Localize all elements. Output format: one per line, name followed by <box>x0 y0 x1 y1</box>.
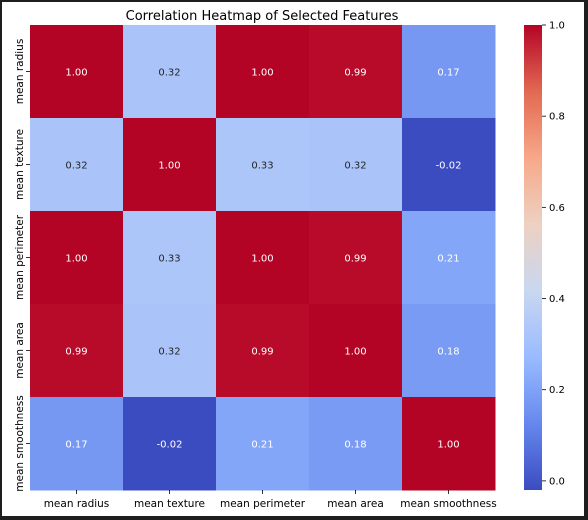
x-tick-label: mean smoothness <box>400 498 497 510</box>
heatmap-cell <box>30 211 124 305</box>
colorbar-gradient <box>524 25 542 490</box>
heatmap-cell <box>402 304 496 398</box>
cell-annotation: -0.02 <box>157 440 183 451</box>
heatmap-cells <box>30 25 496 491</box>
x-tick-label: mean texture <box>134 498 205 510</box>
cell-annotation: 0.32 <box>158 68 180 79</box>
cell-annotation: 0.17 <box>437 68 459 79</box>
colorbar-tick-label: 1.0 <box>549 21 565 32</box>
colorbar-tick-label: 0.0 <box>549 476 565 487</box>
heatmap-annotations: 1.00 0.32 1.00 0.99 0.17 0.32 1.00 0.33 0.32 -0.0… <box>65 68 461 451</box>
cell-annotation: 1.00 <box>251 254 273 265</box>
heatmap-cell <box>402 25 496 119</box>
cell-annotation: 0.33 <box>251 161 273 172</box>
cell-annotation: 0.18 <box>344 440 366 451</box>
heatmap-cell <box>216 397 310 491</box>
cell-annotation: 1.00 <box>158 161 180 172</box>
heatmap-cell <box>402 118 496 212</box>
cell-annotation: 0.17 <box>65 440 87 451</box>
cell-annotation: 0.99 <box>251 347 273 358</box>
heatmap-cell <box>123 118 217 212</box>
y-tick-label: mean texture <box>14 129 26 200</box>
cell-annotation: 0.99 <box>65 347 87 358</box>
heatmap-cell <box>216 304 310 398</box>
x-tick-label: mean perimeter <box>220 498 306 510</box>
chart-title: Correlation Heatmap of Selected Features <box>126 9 399 24</box>
colorbar-tick-label: 0.2 <box>549 385 565 396</box>
heatmap-cell <box>216 211 310 305</box>
colorbar-tick-label: 0.4 <box>549 294 565 305</box>
y-tick-label: mean perimeter <box>14 214 26 300</box>
cell-annotation: 1.00 <box>251 68 273 79</box>
y-tick-label: mean radius <box>14 39 26 105</box>
heatmap-cell <box>216 25 310 119</box>
heatmap-cell <box>30 25 124 119</box>
cell-annotation: 1.00 <box>437 440 459 451</box>
colorbar-tick-label: 0.8 <box>549 112 565 123</box>
x-tick-label: mean area <box>327 498 384 510</box>
cell-annotation: 0.99 <box>344 68 366 79</box>
heatmap-cell <box>30 397 124 491</box>
heatmap-cell <box>216 118 310 212</box>
x-tick-label: mean radius <box>44 498 110 510</box>
heatmap-cell <box>309 211 403 305</box>
cell-annotation: 0.21 <box>437 254 459 265</box>
x-axis: mean radius mean texture mean perimeter mea… <box>44 490 497 510</box>
cell-annotation: 0.99 <box>344 254 366 265</box>
cell-annotation: 1.00 <box>65 254 87 265</box>
cell-annotation: 0.32 <box>65 161 87 172</box>
heatmap-cell <box>123 304 217 398</box>
cell-annotation: 0.32 <box>158 347 180 358</box>
heatmap-cell <box>123 397 217 491</box>
cell-annotation: 0.32 <box>344 161 366 172</box>
heatmap-cell <box>309 397 403 491</box>
cell-annotation: 0.21 <box>251 440 273 451</box>
heatmap-cell <box>309 25 403 119</box>
y-axis: mean radius mean texture mean perimeter mea… <box>14 39 30 492</box>
heatmap-cell <box>309 304 403 398</box>
colorbar: 0.0 0.2 0.4 0.6 0.8 1.0 <box>524 21 565 490</box>
y-tick-label: mean smoothness <box>14 395 26 492</box>
heatmap-cell <box>402 397 496 491</box>
y-tick-label: mean area <box>14 322 26 379</box>
cell-annotation: 1.00 <box>344 347 366 358</box>
heatmap-cell <box>402 211 496 305</box>
cell-annotation: 0.33 <box>158 254 180 265</box>
heatmap-cell <box>123 25 217 119</box>
colorbar-tick-label: 0.6 <box>549 203 565 214</box>
cell-annotation: 0.18 <box>437 347 459 358</box>
figure-canvas: Correlation Heatmap of Selected Features… <box>2 2 584 516</box>
cell-annotation: 1.00 <box>65 68 87 79</box>
heatmap-cell <box>30 118 124 212</box>
heatmap-cell <box>309 118 403 212</box>
heatmap-cell <box>30 304 124 398</box>
heatmap-chart: Correlation Heatmap of Selected Features… <box>14 9 565 510</box>
cell-annotation: -0.02 <box>436 161 462 172</box>
heatmap-cell <box>123 211 217 305</box>
